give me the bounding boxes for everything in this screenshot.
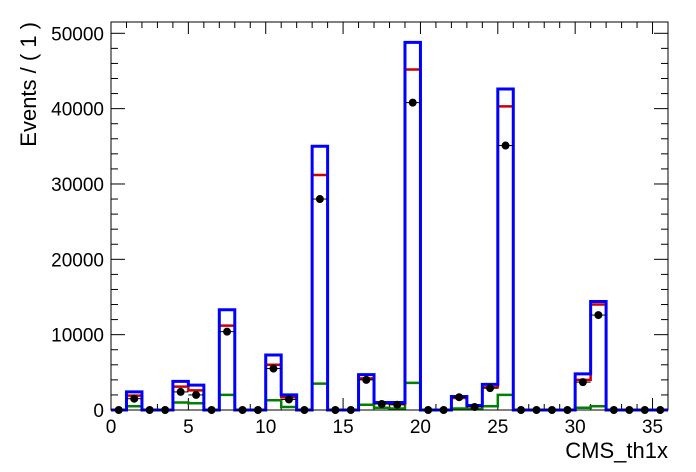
data-point: [393, 400, 402, 409]
data-point: [470, 402, 479, 411]
y-tick-label: 50000: [51, 24, 104, 45]
series-component-red-line: [111, 68, 668, 412]
y-tick-label: 40000: [51, 100, 104, 121]
plot-frame: [110, 21, 669, 411]
x-tick-label: 15: [333, 417, 354, 438]
data-point: [408, 98, 417, 107]
tick-labels: 0 5 10 15 20 25 30 35 0 10000 20000 30000 40000 50000: [51, 24, 663, 438]
x-tick-label: 35: [642, 417, 663, 438]
data-point: [455, 393, 464, 402]
x-tick-label: 5: [183, 417, 194, 438]
x-tick-label: 0: [106, 417, 117, 438]
x-tick-label: 25: [487, 417, 508, 438]
series-blue-layer: [111, 40, 668, 412]
series-red-layer: [111, 68, 668, 412]
y-tick-label: 30000: [51, 175, 104, 196]
x-tick-label: 30: [565, 417, 586, 438]
data-point: [315, 195, 324, 204]
series-total-line: [111, 40, 668, 412]
data-point: [269, 364, 278, 373]
data-point: [362, 375, 371, 384]
data-point: [284, 395, 293, 404]
y-tick-label: 10000: [51, 326, 104, 347]
data-point: [486, 384, 495, 393]
data-point: [130, 394, 139, 403]
x-tick-label: 20: [410, 417, 431, 438]
data-point: [377, 399, 386, 408]
data-point: [501, 141, 510, 150]
data-point: [578, 378, 587, 387]
x-tick-label: 10: [255, 417, 276, 438]
data-point: [192, 390, 201, 399]
data-point: [176, 387, 185, 396]
data-point: [594, 311, 603, 320]
y-tick-label: 20000: [51, 250, 104, 271]
data-points-layer: [111, 98, 668, 414]
axis-ticks: [110, 22, 669, 411]
data-point: [223, 327, 232, 336]
y-axis-label: Events / ( 1 ): [16, 22, 41, 147]
y-tick-label: 0: [93, 401, 104, 422]
x-axis-label: CMS_th1x: [565, 438, 668, 463]
